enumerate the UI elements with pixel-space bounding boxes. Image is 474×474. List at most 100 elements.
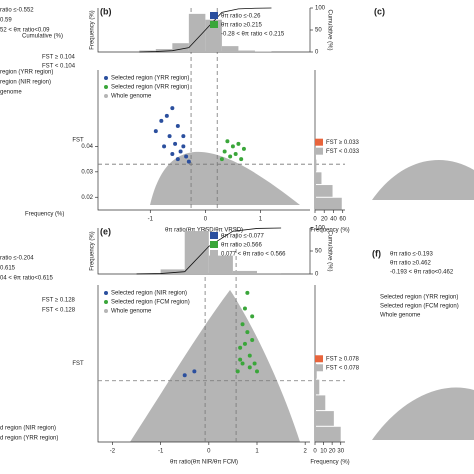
hist-bar (155, 49, 173, 52)
legend-label: FST < 0.033 (326, 149, 360, 155)
y-axis-label: FST (72, 361, 84, 367)
hist-bar (160, 269, 185, 274)
legend-label: Selected region (NIR region) (111, 291, 187, 297)
x-tick-label: 10 (320, 449, 327, 455)
x-tick-label: -1 (148, 217, 154, 223)
fragment-text: ratio ≤-0.552 (0, 8, 34, 14)
point (175, 124, 180, 128)
legend-label: Whole genome (111, 309, 152, 315)
fragment-text: Frequency (%) (25, 212, 64, 218)
hist-bar (257, 273, 282, 274)
point (181, 134, 186, 139)
x-tick-label: 1 (255, 449, 259, 455)
fragment-text: d region (NIR region) (0, 426, 56, 432)
hist-bar (238, 50, 255, 52)
fragment-text: Selected region (FCM region) (380, 304, 459, 310)
y-tick-label: 0.03 (81, 169, 93, 175)
top-ylabel: Frequency (%) (90, 10, 96, 49)
fragment-text: FST ≥ 0.128 (42, 298, 76, 304)
fragment-text: FST < 0.128 (42, 308, 76, 314)
fragment-text: (f) (372, 248, 381, 258)
hist-bar (315, 364, 317, 379)
legend-box (315, 364, 323, 372)
x-tick-label: 60 (339, 217, 346, 223)
fragment-text: 04 < θπ ratio<0.615 (0, 276, 54, 282)
cumulative-line (136, 227, 282, 275)
x-tick-label: 0 (207, 449, 211, 455)
point (245, 330, 250, 335)
legend-label: θπ ratio ≥0.566 (221, 243, 262, 249)
point (192, 369, 197, 374)
legend-box (210, 250, 218, 257)
x-tick-label: 0 (313, 449, 317, 455)
legend-swatch (104, 309, 108, 313)
fragment-text: -0.193 < θπ ratio<0.462 (390, 270, 454, 276)
fragment-text: d region (YRR region) (0, 436, 58, 442)
genome-cloud (150, 151, 300, 205)
right-xlabel: Frequency (%) (310, 228, 349, 234)
legend-label: θπ ratio ≥0.215 (221, 23, 262, 29)
right-xlabel: Frequency (%) (310, 460, 349, 466)
point (247, 353, 252, 358)
hist-bar (188, 13, 206, 52)
point (164, 113, 169, 118)
point (181, 144, 186, 149)
point (184, 154, 189, 159)
legend-box (210, 232, 218, 239)
fragment-text: 0.59 (0, 18, 12, 24)
genome-cloud (130, 290, 300, 442)
fragment-text: 52 < θπ ratio<0.09 (0, 28, 50, 34)
y2-tick-label: 50 (315, 28, 322, 34)
fragment-text: FST ≥ 0.104 (42, 55, 76, 61)
fragment-text: region (YRR region) (0, 70, 53, 76)
x-tick-label: 0 (313, 217, 317, 223)
legend-box (315, 147, 323, 155)
point (162, 144, 167, 149)
top-ylabel: Frequency (%) (90, 231, 96, 270)
point (219, 157, 224, 162)
hist-bar (315, 426, 341, 442)
fragment-text: θπ ratio ≥0.462 (390, 261, 431, 267)
point (170, 106, 175, 111)
point (175, 157, 180, 162)
fragment-text: region (NIR region) (0, 80, 51, 86)
x-tick-label: -1 (158, 449, 164, 455)
y2-tick-label: 50 (315, 249, 322, 255)
point (173, 141, 178, 146)
legend-label: -0.28 < θπ ratio < 0.215 (221, 32, 285, 38)
point (242, 341, 247, 346)
x-tick-label: 2 (304, 449, 308, 455)
y2-tick-label: 0 (315, 272, 319, 278)
hist-bar (315, 172, 322, 185)
legend-box (210, 30, 218, 37)
genome-cloud (372, 387, 474, 440)
point (238, 345, 243, 350)
hist-bar (232, 270, 257, 274)
fragment-text: 0.615 (0, 266, 16, 272)
legend-label: θπ ratio ≤-0.077 (221, 234, 264, 240)
legend-label: FST < 0.078 (326, 365, 360, 371)
point (182, 373, 187, 378)
point (230, 144, 235, 149)
y2-tick-label: 100 (315, 226, 326, 232)
fragment-text: ratio ≤-0.204 (0, 256, 34, 262)
y2-tick-label: 100 (315, 6, 326, 12)
point (236, 141, 241, 146)
axes (97, 70, 310, 211)
y-axis-label: FST (72, 138, 84, 144)
point (252, 361, 257, 366)
hist-bar (208, 255, 233, 274)
legend-label: θπ ratio ≤-0.26 (221, 14, 261, 20)
axes (97, 285, 310, 443)
hist-bar (172, 43, 189, 52)
point (241, 146, 246, 151)
point (159, 118, 164, 123)
point (245, 290, 250, 295)
point (225, 139, 230, 144)
legend-label: Selected region (YRR region) (111, 76, 189, 82)
point (233, 152, 238, 156)
legend-box (210, 12, 218, 19)
point (255, 369, 259, 374)
top-y2label: Cumulative (%) (326, 9, 332, 50)
cumulative-line (139, 7, 272, 53)
